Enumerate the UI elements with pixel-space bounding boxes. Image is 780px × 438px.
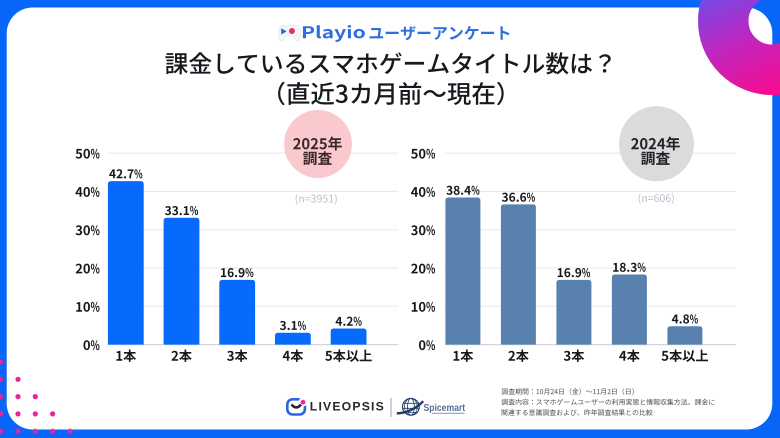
svg-text:LIVEOPSIS: LIVEOPSIS (310, 400, 385, 414)
svg-text:Spicemart: Spicemart (424, 402, 466, 414)
